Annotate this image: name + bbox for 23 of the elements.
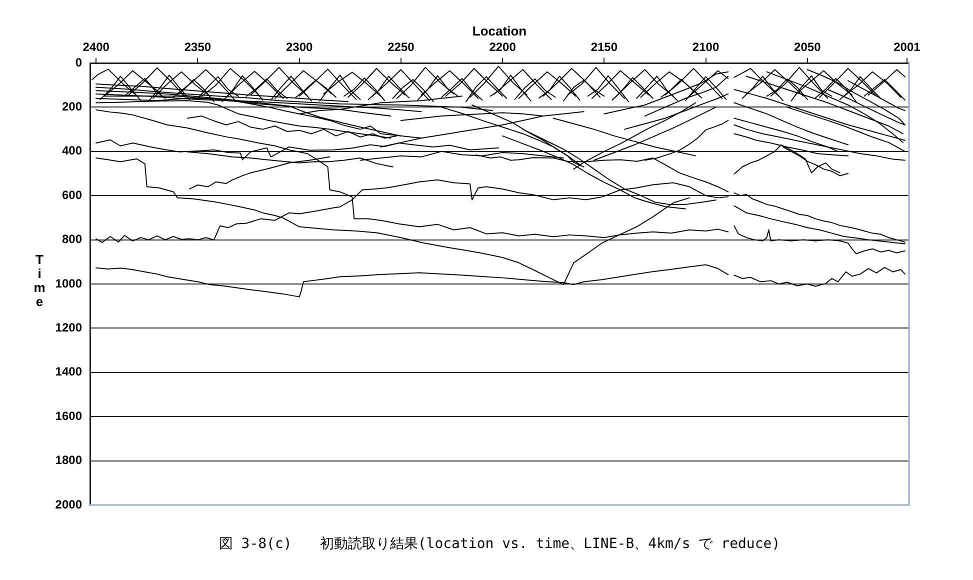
y-tick-label: 1800 — [55, 453, 82, 468]
x-tick-label: 2350 — [184, 40, 212, 54]
y-tick-label: 400 — [62, 144, 82, 158]
x-tick-label: 2150 — [590, 40, 618, 54]
y-tick-label: 800 — [62, 232, 82, 246]
y-tick-label: 0 — [75, 55, 82, 70]
y-tick-label: 2000 — [55, 497, 82, 512]
y-tick-label: 200 — [62, 100, 82, 114]
x-axis-title: Location — [472, 23, 527, 38]
y-tick-label: 600 — [62, 188, 82, 202]
y-tick-label: 1200 — [55, 320, 82, 335]
x-tick-label: 2250 — [388, 40, 415, 54]
x-tick-label: 2050 — [794, 40, 822, 54]
y-axis-title: Time — [32, 252, 47, 308]
x-tick-label: 2200 — [489, 40, 516, 54]
y-tick-label: 1600 — [55, 408, 82, 423]
x-tick-label: 2300 — [286, 40, 313, 54]
x-tick-label: 2001 — [894, 40, 921, 54]
x-tick-label: 2100 — [692, 40, 720, 54]
caption: 図 3-8(c) 初動読取り結果(location vs. time、LINE-B、4km/s で reduce) — [218, 535, 782, 553]
y-tick-label: 1400 — [55, 364, 82, 379]
x-tick-label: 2400 — [82, 40, 110, 54]
y-tick-label: 1000 — [55, 276, 82, 290]
